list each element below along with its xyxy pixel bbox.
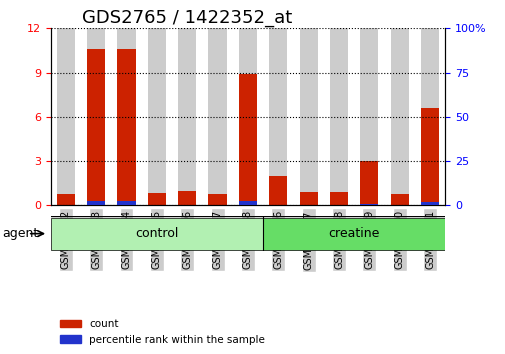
- Bar: [238, 28, 257, 205]
- Bar: [329, 28, 347, 205]
- Bar: [117, 28, 135, 205]
- FancyBboxPatch shape: [263, 218, 444, 250]
- Text: creatine: creatine: [328, 227, 379, 240]
- Bar: [360, 161, 378, 205]
- Text: agent: agent: [3, 227, 39, 240]
- Bar: [147, 28, 166, 205]
- Bar: [208, 194, 226, 205]
- Bar: [390, 28, 408, 205]
- Bar: [87, 200, 105, 205]
- Bar: [147, 193, 166, 205]
- Bar: [360, 204, 378, 205]
- Bar: [269, 28, 287, 205]
- Bar: [87, 49, 105, 205]
- Bar: [57, 194, 75, 205]
- Bar: [299, 192, 317, 205]
- Text: control: control: [135, 227, 178, 240]
- Bar: [390, 194, 408, 205]
- Bar: [238, 74, 257, 205]
- Bar: [420, 108, 438, 205]
- Bar: [420, 201, 438, 205]
- Bar: [238, 201, 257, 205]
- Bar: [178, 28, 196, 205]
- Bar: [208, 28, 226, 205]
- Legend: count, percentile rank within the sample: count, percentile rank within the sample: [56, 315, 269, 349]
- Bar: [329, 192, 347, 205]
- Bar: [178, 190, 196, 205]
- Bar: [299, 28, 317, 205]
- Bar: [87, 28, 105, 205]
- Bar: [269, 176, 287, 205]
- Bar: [420, 28, 438, 205]
- Bar: [57, 28, 75, 205]
- Bar: [117, 201, 135, 205]
- Bar: [117, 49, 135, 205]
- Bar: [360, 28, 378, 205]
- FancyBboxPatch shape: [50, 218, 263, 250]
- Text: GDS2765 / 1422352_at: GDS2765 / 1422352_at: [82, 9, 292, 27]
